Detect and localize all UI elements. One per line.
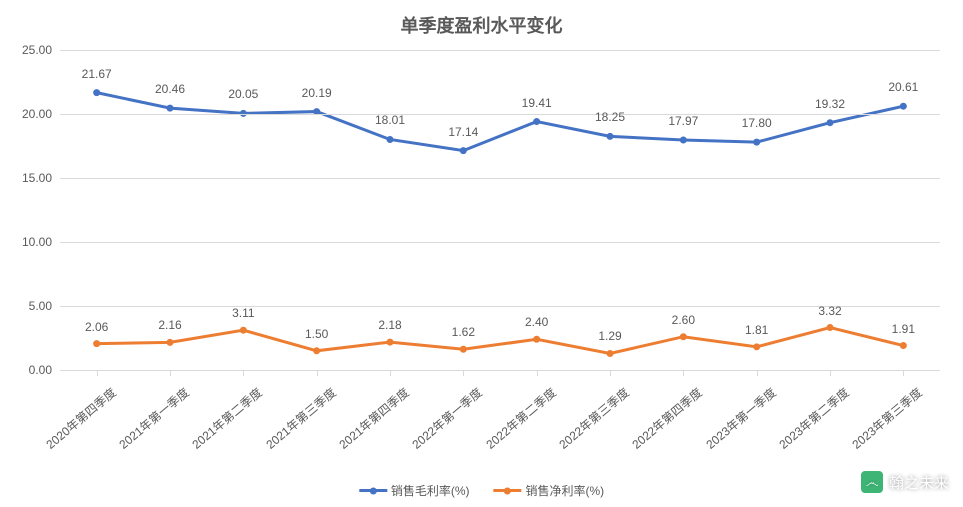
- data-label: 1.50: [305, 327, 328, 341]
- legend-item: 销售毛利率(%): [359, 482, 470, 499]
- series-marker: [313, 347, 320, 354]
- gridline: [60, 242, 940, 243]
- data-label: 17.97: [668, 114, 698, 128]
- series-marker: [753, 139, 760, 146]
- data-label: 2.16: [158, 318, 181, 332]
- data-label: 1.81: [745, 323, 768, 337]
- series-marker: [680, 136, 687, 143]
- series-marker: [387, 339, 394, 346]
- x-tick-label: 2021年第二季度: [177, 370, 266, 453]
- series-marker: [827, 119, 834, 126]
- data-label: 2.18: [378, 318, 401, 332]
- data-label: 1.62: [452, 325, 475, 339]
- x-tick-label: 2023年第二季度: [764, 370, 853, 453]
- data-label: 20.19: [302, 86, 332, 100]
- series-line: [97, 93, 904, 151]
- data-label: 20.05: [228, 87, 258, 101]
- data-label: 2.60: [672, 313, 695, 327]
- data-label: 19.32: [815, 97, 845, 111]
- data-label: 17.80: [742, 116, 772, 130]
- legend-swatch: [494, 489, 522, 492]
- x-tick-label: 2022年第三季度: [544, 370, 633, 453]
- gridline: [60, 306, 940, 307]
- plot-area: 0.005.0010.0015.0020.0025.002020年第四季度202…: [60, 50, 940, 370]
- gridline: [60, 178, 940, 179]
- data-label: 2.06: [85, 320, 108, 334]
- series-marker: [900, 342, 907, 349]
- chart-lines-svg: [60, 50, 940, 370]
- series-marker: [167, 105, 174, 112]
- x-tick-label: 2021年第三季度: [250, 370, 339, 453]
- series-marker: [753, 343, 760, 350]
- data-label: 2.40: [525, 315, 548, 329]
- series-marker: [533, 118, 540, 125]
- y-tick-label: 10.00: [22, 235, 60, 249]
- gridline: [60, 114, 940, 115]
- x-tick-label: 2022年第一季度: [397, 370, 486, 453]
- legend: 销售毛利率(%) 销售净利率(%): [359, 482, 604, 499]
- series-marker: [167, 339, 174, 346]
- data-label: 3.32: [818, 304, 841, 318]
- series-marker: [827, 324, 834, 331]
- gridline: [60, 370, 940, 371]
- series-line: [97, 328, 904, 354]
- legend-item: 销售净利率(%): [494, 482, 605, 499]
- watermark-text: 翰之未来: [889, 472, 949, 493]
- series-marker: [460, 346, 467, 353]
- legend-label: 销售毛利率(%): [391, 482, 470, 499]
- series-marker: [900, 103, 907, 110]
- x-tick-label: 2022年第二季度: [470, 370, 559, 453]
- series-marker: [533, 336, 540, 343]
- x-tick-label: 2021年第四季度: [324, 370, 413, 453]
- series-marker: [607, 133, 614, 140]
- data-label: 19.41: [522, 96, 552, 110]
- data-label: 18.01: [375, 113, 405, 127]
- data-label: 1.29: [598, 329, 621, 343]
- wechat-icon: ෴: [861, 471, 883, 493]
- series-marker: [607, 350, 614, 357]
- series-marker: [680, 333, 687, 340]
- watermark: ෴ 翰之未来: [861, 471, 949, 493]
- series-marker: [240, 327, 247, 334]
- gridline: [60, 50, 940, 51]
- y-tick-label: 5.00: [29, 299, 60, 313]
- data-label: 1.91: [892, 322, 915, 336]
- y-tick-label: 15.00: [22, 171, 60, 185]
- data-label: 21.67: [82, 67, 112, 81]
- data-label: 20.61: [888, 80, 918, 94]
- x-tick-label: 2023年第三季度: [837, 370, 926, 453]
- y-tick-label: 20.00: [22, 107, 60, 121]
- data-label: 17.14: [448, 125, 478, 139]
- legend-label: 销售净利率(%): [526, 482, 605, 499]
- data-label: 3.11: [232, 306, 254, 320]
- chart-title: 单季度盈利水平变化: [0, 0, 963, 38]
- x-tick-label: 2022年第四季度: [617, 370, 706, 453]
- x-tick-label: 2020年第四季度: [30, 370, 119, 453]
- data-label: 20.46: [155, 82, 185, 96]
- y-tick-label: 0.00: [29, 363, 60, 377]
- x-tick-label: 2021年第一季度: [104, 370, 193, 453]
- data-label: 18.25: [595, 110, 625, 124]
- series-marker: [93, 340, 100, 347]
- series-marker: [460, 147, 467, 154]
- series-marker: [387, 136, 394, 143]
- x-tick-label: 2023年第一季度: [690, 370, 779, 453]
- y-tick-label: 25.00: [22, 43, 60, 57]
- legend-swatch: [359, 489, 387, 492]
- chart-container: 单季度盈利水平变化 0.005.0010.0015.0020.0025.0020…: [0, 0, 963, 507]
- series-marker: [93, 89, 100, 96]
